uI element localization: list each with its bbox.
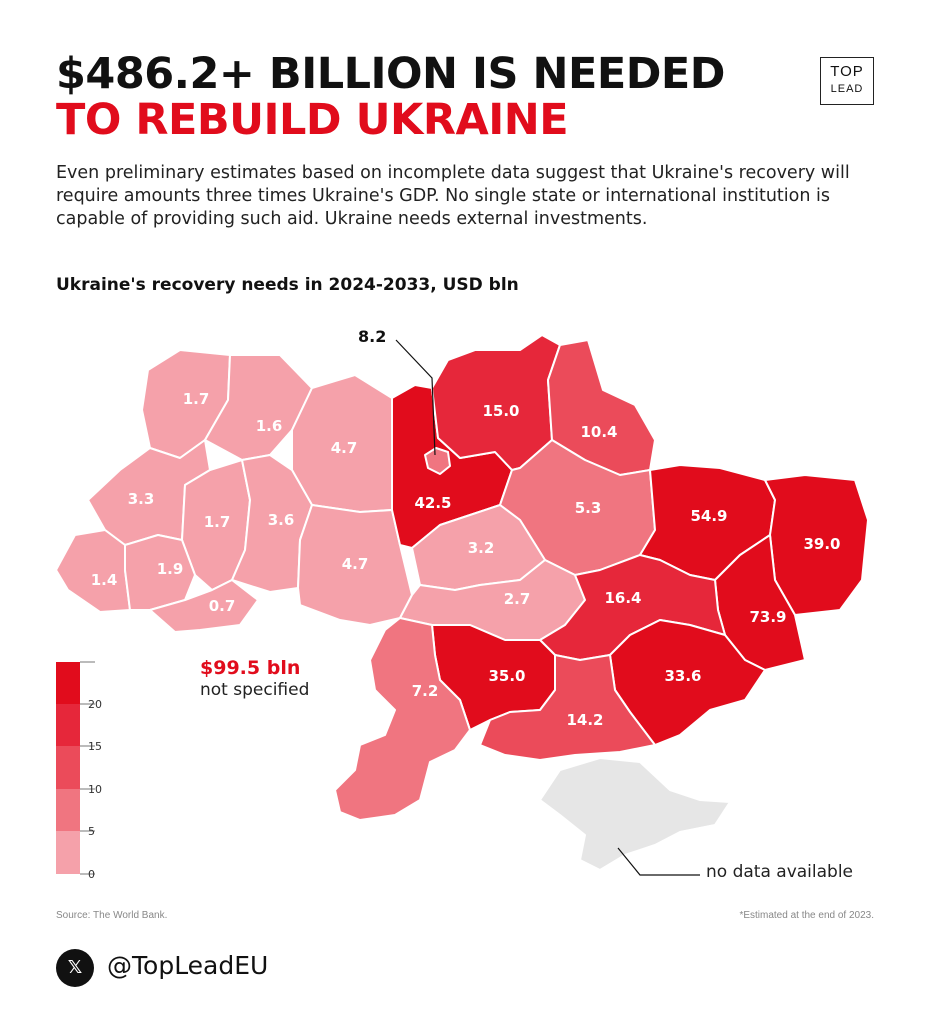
legend-swatch-0-5	[56, 831, 80, 874]
legend-tick-10: 10	[88, 783, 102, 796]
intro-paragraph: Even preliminary estimates based on inco…	[56, 163, 850, 229]
value-label-chernihiv: 15.0	[482, 402, 519, 420]
social-handle[interactable]: @TopLeadEU	[107, 951, 269, 980]
value-label-zaporizhzhia: 33.6	[664, 667, 701, 685]
no-data-label: no data available	[706, 862, 854, 882]
logo-top-text: TOP	[830, 63, 864, 80]
kyiv-city-value-label: 8.2	[358, 327, 386, 346]
legend-swatch-10-15	[56, 746, 80, 789]
value-label-rivne: 1.6	[256, 417, 283, 435]
value-label-sumy: 10.4	[580, 423, 617, 441]
legend-swatch-15-20	[56, 704, 80, 746]
value-label-luhansk: 39.0	[803, 535, 840, 553]
value-label-mykolaiv: 35.0	[488, 667, 525, 685]
not-specified-note: $99.5 bln not specified	[200, 657, 309, 700]
estimate-note: *Estimated at the end of 2023.	[739, 910, 874, 921]
legend-tick-20: 20	[88, 698, 102, 711]
legend-tick-5: 5	[88, 825, 95, 838]
legend-swatch-20-plus	[56, 662, 80, 704]
region-kyiv-city	[424, 447, 451, 475]
logo-lead-text: LEAD	[830, 83, 864, 95]
region-vinnytsia	[297, 504, 413, 626]
region-crimea	[539, 757, 731, 871]
value-label-vinnytsia: 4.7	[342, 555, 369, 573]
region-luhansk	[764, 474, 869, 616]
crimea-callout-line	[617, 847, 700, 876]
value-label-kyiv-oblast: 42.5	[414, 494, 451, 512]
value-label-ternopil: 1.7	[204, 513, 231, 531]
value-label-kherson: 14.2	[566, 711, 603, 729]
title-line-2: TO REBUILD UKRAINE	[56, 95, 569, 145]
region-odesa	[334, 617, 471, 821]
value-label-khmelnytskyi: 3.6	[268, 511, 295, 529]
not-specified-label: not specified	[200, 680, 310, 700]
region-chernivtsi	[149, 579, 259, 633]
kyiv-city-callout-line	[395, 339, 436, 456]
value-label-poltava: 5.3	[575, 499, 602, 517]
value-label-chernivtsi: 0.7	[209, 597, 236, 615]
title-line-1: $486.2+ BILLION IS NEEDED	[56, 49, 725, 99]
top-lead-logo: TOP LEAD	[820, 57, 874, 105]
value-label-zakarpattia: 1.4	[91, 571, 118, 589]
legend-tick-0: 0	[88, 868, 95, 881]
map-title: Ukraine's recovery needs in 2024-2033, U…	[56, 275, 519, 295]
value-label-cherkasy: 3.2	[468, 539, 495, 557]
value-label-dnipropetrovsk: 16.4	[604, 589, 641, 607]
value-label-zhytomyr: 4.7	[331, 439, 358, 457]
value-label-volyn: 1.7	[183, 390, 210, 408]
x-logo-icon[interactable]: 𝕏	[56, 949, 94, 987]
value-label-donetsk: 73.9	[749, 608, 786, 626]
legend-color-scale: 20 15 10 5 0	[56, 661, 102, 881]
value-label-kharkiv: 54.9	[690, 507, 727, 525]
value-label-odesa: 7.2	[412, 682, 439, 700]
legend-tick-15: 15	[88, 740, 102, 753]
legend-swatch-5-10	[56, 789, 80, 831]
value-label-lviv: 3.3	[128, 490, 155, 508]
not-specified-amount: $99.5 bln	[200, 657, 301, 679]
value-label-kirovohrad: 2.7	[504, 590, 531, 608]
value-label-ivano-frankivsk: 1.9	[157, 560, 184, 578]
region-kherson	[479, 654, 656, 761]
source-note: Source: The World Bank.	[56, 910, 168, 921]
